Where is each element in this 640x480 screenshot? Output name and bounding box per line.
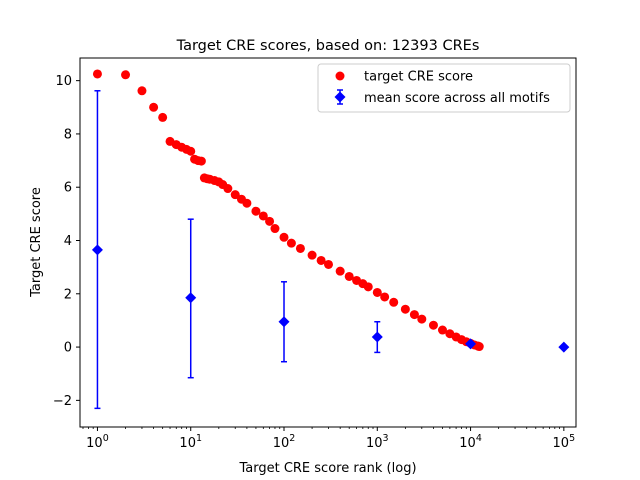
legend: target CRE score mean score across all m…: [317, 63, 571, 113]
x-tick-label: 101: [179, 433, 202, 451]
data-point: [316, 255, 326, 265]
data-point: [380, 292, 390, 302]
data-point: [409, 310, 419, 320]
y-tick-label: −2: [53, 394, 72, 409]
data-point: [92, 69, 102, 79]
legend-label-mean-score: mean score across all motifs: [364, 91, 550, 106]
data-point: [417, 314, 427, 324]
data-point: [279, 232, 289, 242]
x-tick-label: 102: [273, 433, 296, 451]
legend-marker-target-cre-score: [335, 71, 345, 81]
data-point: [286, 238, 296, 248]
data-point: [137, 86, 147, 96]
data-point: [428, 320, 438, 330]
legend-box: [317, 63, 571, 113]
mean-point: [185, 292, 197, 304]
errorbar-series: [91, 90, 570, 410]
x-axis: 100 101 102 103 104 105: [82, 427, 576, 451]
data-point: [158, 112, 168, 122]
data-point: [258, 211, 268, 221]
y-tick-label: 6: [64, 181, 72, 196]
data-point: [295, 243, 305, 253]
mean-point: [278, 316, 290, 328]
data-point: [335, 266, 345, 276]
legend-marker-mean-score: [334, 91, 346, 103]
x-axis-label: Target CRE score rank (log): [238, 461, 416, 476]
y-tick-label: 8: [64, 127, 72, 142]
y-tick-label: 0: [64, 341, 72, 356]
data-point: [307, 250, 317, 260]
plot-area: [92, 69, 484, 352]
data-point: [437, 325, 447, 335]
data-point: [186, 146, 196, 156]
x-tick-label: 105: [553, 433, 576, 451]
data-point: [242, 198, 252, 208]
data-point: [372, 287, 382, 297]
y-axis: −2 0 2 4 6 8 10: [53, 74, 80, 409]
data-point: [223, 184, 233, 194]
data-point: [196, 156, 206, 166]
data-point: [265, 216, 275, 226]
data-point: [251, 206, 261, 216]
mean-point: [371, 331, 383, 343]
data-point: [121, 70, 131, 80]
data-point: [400, 304, 410, 314]
y-tick-label: 4: [64, 234, 72, 249]
data-point: [344, 271, 354, 281]
legend-label-target-cre-score: target CRE score: [364, 70, 473, 85]
x-tick-label: 100: [86, 433, 109, 451]
x-tick-label: 103: [366, 433, 389, 451]
data-point: [474, 342, 484, 352]
mean-point: [91, 244, 103, 256]
chart-title: Target CRE scores, based on: 12393 CREs: [176, 38, 480, 54]
data-point: [389, 297, 399, 307]
y-tick-label: 2: [64, 287, 72, 302]
mean-point: [558, 341, 570, 353]
data-point: [324, 259, 334, 269]
axes-frame: [79, 57, 577, 428]
mean-point: [465, 338, 477, 350]
data-point: [270, 224, 280, 234]
x-tick-label: 104: [459, 433, 482, 451]
data-point: [149, 102, 159, 112]
y-tick-label: 10: [55, 74, 72, 89]
y-axis-label: Target CRE score: [29, 187, 44, 298]
data-point: [230, 190, 240, 200]
data-point: [363, 282, 373, 292]
